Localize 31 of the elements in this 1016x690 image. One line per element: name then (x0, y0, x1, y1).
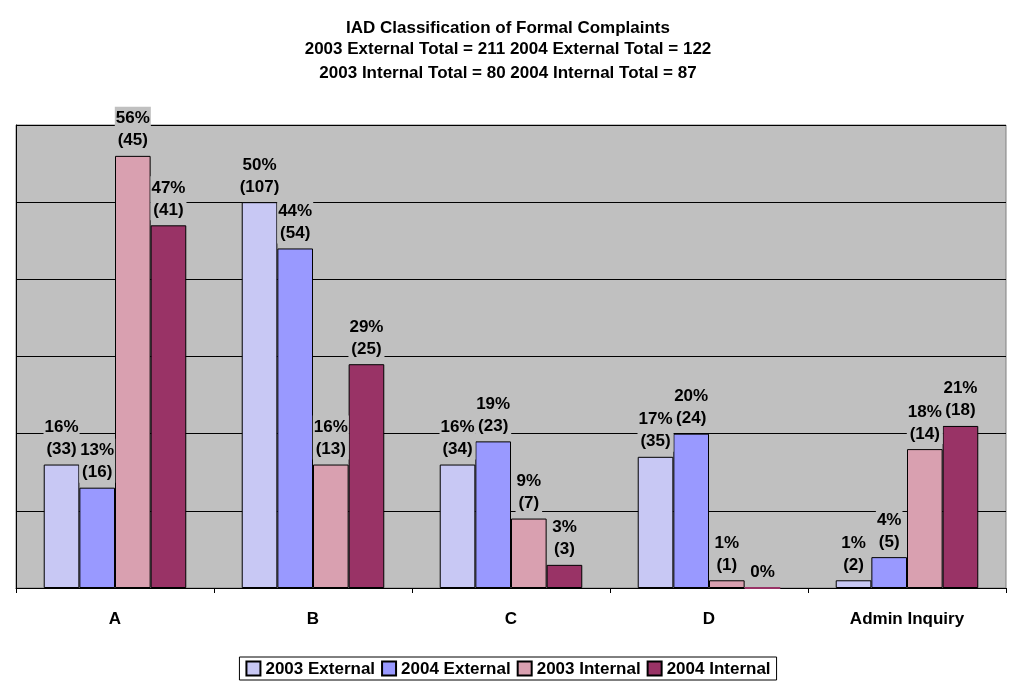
data-label: 9% (7) (516, 471, 542, 513)
legend-label: 2004 Internal (666, 659, 771, 678)
data-label: 16% (34) (440, 417, 475, 459)
legend-label: 2003 External (265, 659, 376, 678)
x-tick-label: C (504, 609, 518, 628)
data-label: 0% (750, 561, 775, 581)
data-label: 4% (5) (876, 509, 902, 551)
data-label: 50% (107) (239, 154, 280, 196)
data-label: 18% (14) (907, 401, 942, 443)
chart-subtitle: 2003 External Total = 211 2004 External Total = 122 2003 Internal Total = 80 2004 Internal Total = 87 (304, 38, 712, 82)
x-tick-label: D (702, 609, 716, 628)
data-label: 3% (3) (552, 517, 577, 559)
data-label: 17% (35) (638, 409, 673, 451)
x-tick-label: A (108, 609, 122, 628)
data-label: 1% (2) (841, 532, 866, 574)
data-label: 44% (54) (278, 200, 313, 242)
x-tick-label: Admin Inquiry (849, 609, 965, 628)
data-label: 1% (1) (714, 532, 740, 574)
legend-label: 2003 Internal (536, 659, 641, 678)
data-label: 16% (13) (313, 417, 348, 459)
data-label: 47% (41) (151, 177, 186, 219)
x-tick-label: B (306, 609, 320, 628)
data-label: 21% (18) (943, 378, 978, 420)
legend-label: 2004 External (401, 659, 511, 678)
data-label: 20% (24) (674, 386, 709, 428)
data-label: 56% (45) (115, 108, 150, 150)
data-label: 16% (33) (44, 417, 79, 459)
data-label: 13% (16) (80, 440, 115, 482)
data-label: 29% (25) (349, 316, 384, 358)
chart-title: IAD Classification of Formal Complaints (346, 18, 670, 37)
data-label: 19% (23) (476, 393, 511, 435)
